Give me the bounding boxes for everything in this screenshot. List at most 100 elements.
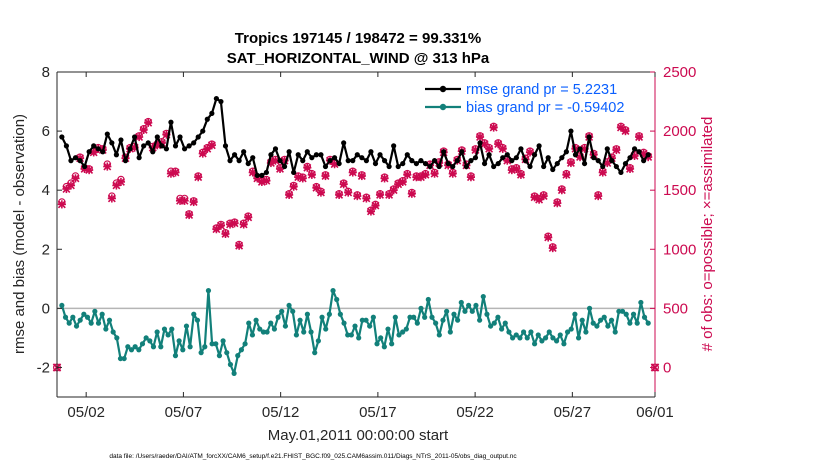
y-right-tick-label: 1000 bbox=[663, 241, 696, 258]
bias-point bbox=[385, 326, 391, 332]
bias-point bbox=[616, 308, 622, 314]
assimilated-obs-marker bbox=[366, 207, 376, 216]
bias-point bbox=[249, 332, 256, 338]
bias-point bbox=[253, 317, 259, 323]
rmse-point bbox=[313, 152, 319, 158]
y-left-tick-label: 0 bbox=[42, 300, 50, 317]
bias-point bbox=[352, 323, 358, 329]
assimilated-obs-marker bbox=[171, 168, 180, 177]
bias-point bbox=[143, 335, 149, 341]
assimilated-obs-marker bbox=[566, 158, 576, 168]
rmse-point bbox=[136, 155, 142, 161]
rmse-point bbox=[400, 160, 406, 167]
bias-point bbox=[99, 311, 105, 317]
assimilated-obs-marker bbox=[335, 190, 344, 199]
rmse-point bbox=[595, 158, 601, 164]
bias-point bbox=[418, 305, 424, 311]
rmse-point bbox=[586, 134, 592, 140]
bias-point bbox=[363, 317, 369, 323]
bias-point bbox=[84, 314, 91, 320]
assimilated-obs-marker bbox=[507, 166, 516, 175]
rmse-point bbox=[495, 160, 501, 167]
bias-point bbox=[520, 329, 527, 335]
rmse-point bbox=[531, 152, 538, 158]
rmse-point bbox=[404, 152, 410, 158]
rmse-point bbox=[359, 155, 365, 161]
rmse-point bbox=[422, 160, 429, 167]
bias-point bbox=[524, 335, 530, 341]
rmse-point bbox=[622, 160, 629, 167]
bias-point bbox=[187, 344, 193, 350]
bias-point bbox=[546, 329, 552, 335]
rmse-point bbox=[331, 155, 338, 161]
assimilated-obs-marker bbox=[294, 173, 303, 182]
bias-point bbox=[290, 308, 296, 314]
bias-point bbox=[81, 311, 87, 317]
rmse-point bbox=[631, 146, 638, 152]
bias-point bbox=[473, 302, 479, 309]
assimilated-obs-marker bbox=[303, 163, 312, 172]
assimilated-obs-marker bbox=[103, 162, 112, 171]
assimilated-obs-marker bbox=[185, 210, 194, 220]
assimilated-obs-marker bbox=[71, 174, 80, 183]
bias-point bbox=[367, 323, 373, 329]
bias-point bbox=[517, 335, 523, 341]
bias-point bbox=[70, 314, 76, 320]
assimilated-obs-marker bbox=[389, 186, 398, 195]
rmse-point bbox=[268, 152, 274, 158]
rmse-point bbox=[554, 160, 560, 167]
bias-point bbox=[605, 323, 611, 329]
legend-rmse-marker bbox=[439, 85, 447, 93]
bias-point bbox=[202, 344, 208, 350]
rmse-point bbox=[91, 143, 97, 149]
assimilated-obs-marker bbox=[562, 170, 571, 179]
rmse-point bbox=[86, 149, 92, 155]
rmse-point bbox=[300, 158, 306, 164]
bias-point bbox=[319, 314, 325, 320]
bias-point bbox=[590, 320, 596, 326]
assimilated-obs-marker bbox=[557, 186, 566, 195]
assimilated-obs-marker bbox=[289, 182, 298, 191]
rmse-point bbox=[209, 110, 215, 116]
bias-point bbox=[194, 317, 201, 323]
rmse-point bbox=[427, 163, 433, 170]
assimilated-obs-marker bbox=[371, 201, 380, 210]
bias-point bbox=[513, 332, 519, 338]
bias-point bbox=[542, 335, 549, 341]
assimilated-obs-marker bbox=[375, 190, 385, 199]
rmse-point bbox=[81, 163, 88, 170]
rmse-point bbox=[59, 134, 65, 140]
rmse-point bbox=[636, 149, 642, 155]
bias-point bbox=[601, 314, 607, 320]
bias-point bbox=[110, 329, 116, 335]
bias-point bbox=[378, 335, 384, 341]
y-left-tick-label: -2 bbox=[37, 359, 50, 376]
bias-point bbox=[334, 296, 340, 303]
bias-point bbox=[550, 335, 556, 341]
rmse-point bbox=[295, 152, 301, 158]
bias-point bbox=[264, 329, 270, 335]
bias-point bbox=[627, 320, 633, 326]
rmse-point bbox=[141, 143, 147, 149]
bias-point bbox=[238, 347, 245, 353]
rmse-point bbox=[550, 166, 556, 173]
rmse-point bbox=[563, 149, 569, 155]
bias-point bbox=[429, 314, 435, 320]
assimilated-obs-marker bbox=[135, 132, 144, 142]
bias-point bbox=[491, 320, 497, 326]
rmse-point bbox=[259, 172, 265, 179]
assimilated-obs-marker bbox=[230, 219, 239, 228]
bias-point bbox=[506, 329, 512, 335]
assimilated-obs-marker bbox=[362, 194, 371, 203]
bias-point bbox=[62, 314, 69, 320]
bias-point bbox=[411, 314, 417, 320]
bias-point bbox=[381, 344, 387, 350]
x-tick-label: 05/12 bbox=[262, 404, 300, 421]
rmse-point bbox=[218, 98, 224, 105]
assimilated-obs-marker bbox=[407, 189, 416, 198]
assimilated-obs-marker bbox=[344, 188, 353, 197]
assimilated-obs-marker bbox=[489, 123, 498, 132]
rmse-point bbox=[386, 163, 392, 170]
bias-point bbox=[301, 329, 307, 335]
rmse-point bbox=[154, 134, 160, 140]
